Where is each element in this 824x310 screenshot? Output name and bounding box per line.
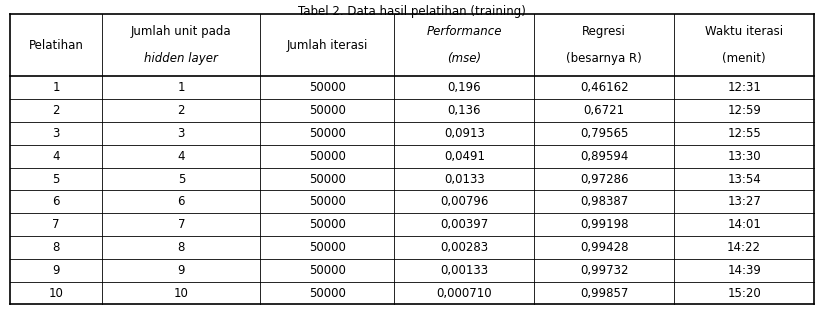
Text: Jumlah iterasi: Jumlah iterasi	[287, 39, 368, 52]
Text: 0,0133: 0,0133	[444, 172, 485, 185]
Text: 50000: 50000	[309, 127, 346, 140]
Text: 8: 8	[53, 241, 60, 254]
Text: 0,00397: 0,00397	[440, 218, 489, 231]
Text: 0,00796: 0,00796	[440, 195, 489, 208]
Text: 7: 7	[178, 218, 185, 231]
Text: 50000: 50000	[309, 286, 346, 299]
Text: 0,000710: 0,000710	[437, 286, 492, 299]
Text: (besarnya R): (besarnya R)	[566, 52, 642, 65]
Text: 15:20: 15:20	[728, 286, 761, 299]
Text: 1: 1	[178, 81, 185, 94]
Text: 6: 6	[53, 195, 60, 208]
Text: 13:30: 13:30	[728, 150, 761, 163]
Text: 0,136: 0,136	[447, 104, 481, 117]
Text: 10: 10	[174, 286, 189, 299]
Text: 3: 3	[53, 127, 60, 140]
Text: 9: 9	[53, 264, 60, 277]
Text: 0,98387: 0,98387	[580, 195, 629, 208]
Text: (mse): (mse)	[447, 52, 481, 65]
Text: Pelatihan: Pelatihan	[29, 39, 83, 52]
Text: 0,89594: 0,89594	[580, 150, 629, 163]
Text: 2: 2	[53, 104, 60, 117]
Text: 4: 4	[178, 150, 185, 163]
Text: 5: 5	[178, 172, 185, 185]
Text: 7: 7	[53, 218, 60, 231]
Text: 10: 10	[49, 286, 63, 299]
Text: 0,99198: 0,99198	[580, 218, 629, 231]
Text: 5: 5	[53, 172, 60, 185]
Text: hidden layer: hidden layer	[144, 52, 218, 65]
Text: 9: 9	[178, 264, 185, 277]
Text: 0,0491: 0,0491	[444, 150, 485, 163]
Text: 0,0913: 0,0913	[444, 127, 485, 140]
Text: 12:59: 12:59	[728, 104, 761, 117]
Text: 0,99732: 0,99732	[580, 264, 629, 277]
Text: 14:01: 14:01	[728, 218, 761, 231]
Text: 12:55: 12:55	[728, 127, 761, 140]
Text: 50000: 50000	[309, 241, 346, 254]
Text: 14:39: 14:39	[728, 264, 761, 277]
Text: Performance: Performance	[427, 25, 502, 38]
Text: 2: 2	[178, 104, 185, 117]
Text: 3: 3	[178, 127, 185, 140]
Text: 0,99428: 0,99428	[580, 241, 629, 254]
Text: 50000: 50000	[309, 150, 346, 163]
Text: 8: 8	[178, 241, 185, 254]
Text: 50000: 50000	[309, 172, 346, 185]
Text: 0,00133: 0,00133	[440, 264, 489, 277]
Text: 50000: 50000	[309, 218, 346, 231]
Text: 12:31: 12:31	[728, 81, 761, 94]
Text: 14:22: 14:22	[727, 241, 761, 254]
Text: 0,99857: 0,99857	[580, 286, 629, 299]
Text: 0,6721: 0,6721	[583, 104, 625, 117]
Text: 50000: 50000	[309, 104, 346, 117]
Text: Regresi: Regresi	[583, 25, 626, 38]
Text: 50000: 50000	[309, 264, 346, 277]
Text: 13:54: 13:54	[728, 172, 761, 185]
Text: 0,46162: 0,46162	[580, 81, 629, 94]
Text: 0,196: 0,196	[447, 81, 481, 94]
Text: 0,79565: 0,79565	[580, 127, 629, 140]
Text: (menit): (menit)	[723, 52, 766, 65]
Text: 6: 6	[178, 195, 185, 208]
Text: 4: 4	[53, 150, 60, 163]
Text: 50000: 50000	[309, 81, 346, 94]
Text: Waktu iterasi: Waktu iterasi	[705, 25, 783, 38]
Text: 0,97286: 0,97286	[580, 172, 629, 185]
Text: Tabel 2. Data hasil pelatihan (training): Tabel 2. Data hasil pelatihan (training)	[298, 5, 526, 18]
Text: 1: 1	[53, 81, 60, 94]
Text: 50000: 50000	[309, 195, 346, 208]
Text: 0,00283: 0,00283	[440, 241, 489, 254]
Text: 13:27: 13:27	[728, 195, 761, 208]
Text: Jumlah unit pada: Jumlah unit pada	[131, 25, 232, 38]
